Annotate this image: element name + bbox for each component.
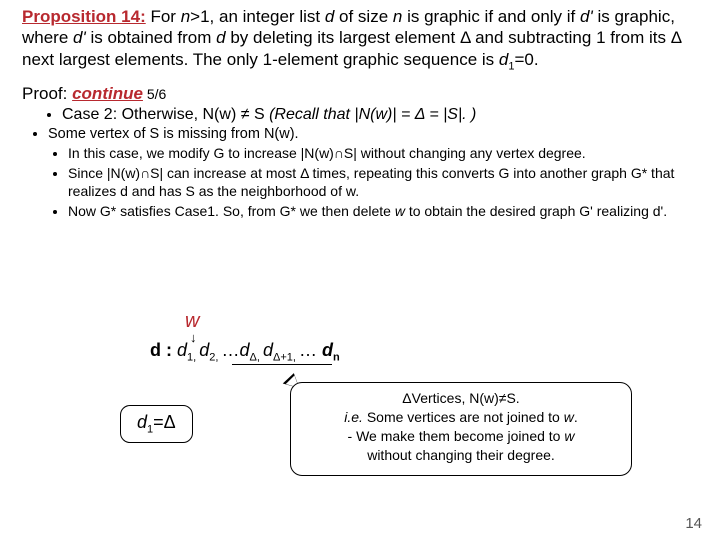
prop-d1: d — [499, 50, 508, 69]
prop-eq0: =0. — [515, 50, 539, 69]
d-prefix: d : — [150, 340, 177, 360]
bullet-level1: Case 2: Otherwise, N(w) ≠ S (Recall that… — [62, 106, 698, 124]
bullet-level2: Some vertex of S is missing from N(w). — [48, 126, 698, 142]
case2-recall: (Recall that |N(w)| = Δ = |S|. ) — [269, 106, 476, 123]
prop-dp: d' — [580, 7, 593, 26]
seq-s1: 1, — [187, 352, 199, 364]
seq-d1: d — [177, 340, 187, 360]
sequence-diagram: w ↓ d : d1, d2, …dΔ, dΔ+1, … dn — [150, 340, 340, 364]
underline-segment — [232, 364, 332, 365]
bullet-level3: In this case, we modify G to increase |N… — [68, 144, 698, 221]
callout-l2: i.e. Some vertices are not joined to w. — [301, 408, 621, 427]
prop-text: of size — [334, 7, 393, 26]
some-vertex-line: Some vertex of S is missing from N(w). — [48, 126, 698, 142]
callout-l2b: Some vertices are not joined to — [363, 409, 564, 425]
prop-n2: n — [393, 7, 402, 26]
prop-dp2: d' — [73, 28, 86, 47]
callout-l3w: w — [564, 428, 574, 444]
point-1: In this case, we modify G to increase |N… — [68, 144, 698, 162]
seq-dots1: … — [222, 340, 240, 360]
prop-text: >1, an integer list — [190, 7, 325, 26]
p3-a: Now G* satisfies Case1. So, from G* we t… — [68, 203, 395, 219]
proof-continue: continue — [72, 84, 143, 103]
prop-d2: d — [216, 28, 225, 47]
callout-l3a: - We make them become joined to — [348, 428, 565, 444]
seq-sn: n — [333, 352, 340, 364]
point-2: Since |N(w)∩S| can increase at most Δ ti… — [68, 164, 698, 200]
proof-line: Proof: continue 5/6 — [22, 84, 698, 104]
d1-box: d1=Δ — [120, 405, 193, 443]
d1-d: d — [137, 412, 147, 432]
page-number: 14 — [685, 515, 702, 532]
seq-sD: Δ, — [250, 352, 263, 364]
proof-frac: 5/6 — [143, 86, 166, 102]
case2-line: Case 2: Otherwise, N(w) ≠ S (Recall that… — [62, 106, 698, 124]
callout-l2w: w — [564, 409, 574, 425]
prop-text: For — [146, 7, 181, 26]
p3-b: to obtain the desired graph G' realizing… — [409, 203, 667, 219]
proposition-block: Proposition 14: For n>1, an integer list… — [22, 6, 698, 74]
callout-l2a: i.e. — [344, 409, 363, 425]
seq-d2: d — [199, 340, 209, 360]
p3-w: w — [395, 203, 409, 219]
seq-dn: d — [322, 340, 333, 360]
proposition-label: Proposition 14: — [22, 7, 146, 26]
seq-s2: 2, — [209, 352, 221, 364]
prop-d: d — [325, 7, 334, 26]
arrow-down-icon: ↓ — [190, 330, 197, 345]
seq-dD1: d — [263, 340, 273, 360]
seq-dD: d — [240, 340, 250, 360]
seq-dots2: … — [299, 340, 322, 360]
point-3: Now G* satisfies Case1. So, from G* we t… — [68, 202, 698, 220]
d1-eq: =Δ — [153, 412, 176, 432]
callout-l4: without changing their degree. — [301, 446, 621, 465]
case2-text: Case 2: Otherwise, N(w) ≠ S — [62, 106, 269, 123]
callout-l1: ΔVertices, N(w)≠S. — [301, 389, 621, 408]
prop-n: n — [181, 7, 190, 26]
callout-box: ΔVertices, N(w)≠S. i.e. Some vertices ar… — [290, 382, 632, 476]
callout-l2c: . — [574, 409, 578, 425]
callout-l3: - We make them become joined to w — [301, 427, 621, 446]
seq-sD1: Δ+1, — [273, 352, 299, 364]
d-sequence: d : d1, d2, …dΔ, dΔ+1, … dn — [150, 340, 340, 360]
prop-text: is obtained from — [86, 28, 216, 47]
prop-text: is graphic if and only if — [402, 7, 580, 26]
proof-label: Proof: — [22, 84, 72, 103]
